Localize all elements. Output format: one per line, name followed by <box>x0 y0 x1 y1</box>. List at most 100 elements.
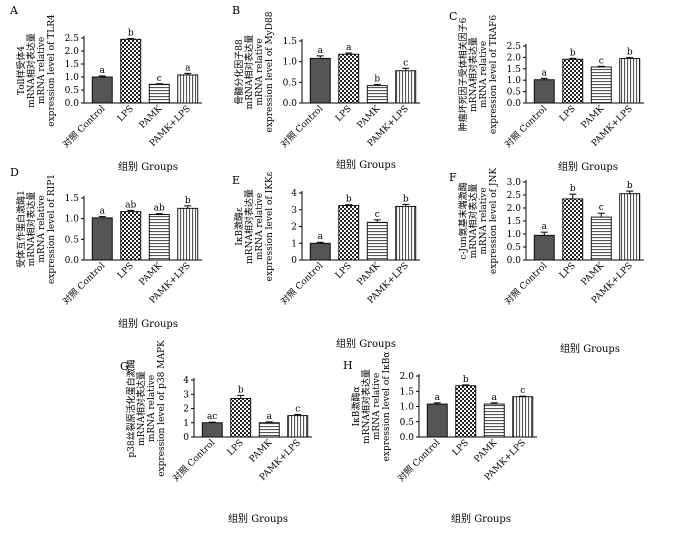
bar-pamk <box>366 221 388 261</box>
category-label: LPS <box>558 104 578 124</box>
bar-control <box>201 422 223 438</box>
y-tick-label: 0.5 <box>283 78 298 88</box>
y-tick-label: 4 <box>183 376 189 386</box>
category-label: 对照 Control <box>170 437 218 485</box>
bar-pamk-lps <box>619 58 641 104</box>
y-tick-label: 0.0 <box>283 99 298 109</box>
y-tick-label: 1.5 <box>283 37 298 47</box>
significance-letter: a <box>492 393 498 403</box>
significance-letter: ab <box>154 204 165 214</box>
y-axis-title-line: expression level of RIP1 <box>47 174 57 284</box>
y-axis-title-line: c-Jun氨基末端激酶 <box>457 182 469 259</box>
panel-letter: G <box>120 360 129 373</box>
significance-letter: a <box>542 68 548 78</box>
significance-letter: c <box>520 386 525 396</box>
significance-letter: a <box>267 412 273 422</box>
category-label: PAMK <box>580 104 607 131</box>
bar-control <box>91 76 113 104</box>
y-axis-title-line: mRNA relative <box>147 375 157 442</box>
category-label: PAMK <box>138 261 165 288</box>
y-axis-title-line: mRNA相对表达量 <box>135 371 147 446</box>
panel-e: E 0 1 2 3 4 IκB激酶ε mRNA相对表达量 mRNA relative expres… <box>232 171 420 350</box>
bar-pamk-lps <box>395 205 417 261</box>
y-tick-label: 2 <box>291 223 297 233</box>
significance-letter: c <box>599 203 604 213</box>
y-tick-label: 0.0 <box>65 99 80 109</box>
y-axis-title-line: mRNA relative <box>479 41 489 108</box>
y-tick-label: 1.0 <box>65 215 80 225</box>
y-tick-label: 1.5 <box>65 60 80 70</box>
y-tick-label: 2.0 <box>507 204 522 214</box>
category-label: LPS <box>558 261 578 281</box>
y-axis-title-line: expression level of TLR4 <box>47 14 57 127</box>
y-axis-title-line: expression level of TRAF6 <box>489 15 499 134</box>
significance-letter: b <box>403 194 409 204</box>
bar-pamk <box>258 422 280 438</box>
y-tick-label: 1.0 <box>507 76 522 86</box>
significance-letter: c <box>375 210 380 220</box>
significance-letter: b <box>463 375 469 385</box>
category-label: LPS <box>334 104 354 124</box>
x-axis-title: 组别 Groups <box>228 512 288 525</box>
significance-letter: ac <box>207 412 217 422</box>
category-label: 对照 Control <box>502 260 550 308</box>
panel-letter: B <box>232 4 240 17</box>
y-tick-label: 2.5 <box>65 34 80 44</box>
y-tick-label: 1.0 <box>507 230 522 240</box>
y-tick-label: 0.0 <box>400 433 415 443</box>
x-axis-title: 组别 Groups <box>560 342 620 355</box>
y-tick-label: 3 <box>291 206 297 216</box>
bar-pamk <box>148 214 170 261</box>
significance-letter: c <box>157 74 162 84</box>
y-axis-title-line: mRNA relative <box>372 373 382 440</box>
y-axis-title-line: expression level of IKKε <box>265 171 275 281</box>
bar-lps <box>562 58 584 104</box>
y-tick-label: 2 <box>183 405 189 415</box>
bar-lps <box>230 398 252 438</box>
y-tick-label: 3 <box>183 390 189 400</box>
panel-letter: A <box>9 4 19 17</box>
significance-letter: c <box>295 404 300 414</box>
y-axis-title-line: IκB激酶ε <box>233 207 245 246</box>
significance-letter: b <box>346 195 352 205</box>
bar-pamk-lps <box>619 193 641 261</box>
panel-letter: H <box>343 359 353 372</box>
y-tick-label: 0.5 <box>65 235 80 245</box>
bar-pamk <box>366 85 388 104</box>
significance-letter: a <box>185 63 191 73</box>
category-label: PAMK <box>356 261 383 288</box>
y-tick-label: 0 <box>291 256 297 266</box>
y-tick-label: 1 <box>291 239 297 249</box>
bar-control <box>309 242 331 261</box>
y-axis-title-line: mRNA relative <box>255 38 265 105</box>
y-tick-label: 1.0 <box>400 403 415 413</box>
significance-letter: c <box>403 58 408 68</box>
y-tick-label: 1 <box>183 419 189 429</box>
bar-pamk-lps <box>287 415 309 438</box>
y-tick-label: 2.5 <box>507 42 522 52</box>
significance-letter: a <box>346 43 352 53</box>
bar-pamk-lps <box>177 74 199 104</box>
y-tick-label: 2.0 <box>400 372 415 382</box>
category-label: 对照 Control <box>60 260 108 308</box>
category-label: LPS <box>116 261 136 281</box>
x-axis-title: 组别 Groups <box>336 337 396 350</box>
y-axis-title-line: mRNA相对表达量 <box>243 35 255 110</box>
y-axis-title-line: expression level of JNK <box>489 168 499 274</box>
y-axis-title-line: expression level of IκBα <box>382 352 392 462</box>
y-axis-title-line: mRNA相对表达量 <box>467 184 479 259</box>
y-axis-title-line: expression level of p38 MAPK <box>157 340 167 477</box>
bar-pamk <box>148 83 170 104</box>
y-tick-label: 0.0 <box>507 256 522 266</box>
panel-c: C 0.00.5 1.01.5 2.02.5 肿瘤坏死因子受体相关因子6 mRNA相对表达… <box>449 10 644 173</box>
category-label: PAMK <box>248 438 275 465</box>
bar-pamk-lps <box>512 396 534 438</box>
y-tick-label: 1.0 <box>283 58 298 68</box>
significance-letter: c <box>599 56 604 66</box>
y-tick-label: 2.5 <box>507 191 522 201</box>
panel-f: F 0.0 0.5 1.0 1.5 2.0 2.5 3.0 c-Jun氨基末端激酶 mRNA相对表… <box>449 168 644 355</box>
bar-lps <box>120 211 142 261</box>
category-label: PAMK <box>356 104 383 131</box>
y-axis-title-line: p38丝裂原活化蛋白激酶 <box>125 359 137 457</box>
